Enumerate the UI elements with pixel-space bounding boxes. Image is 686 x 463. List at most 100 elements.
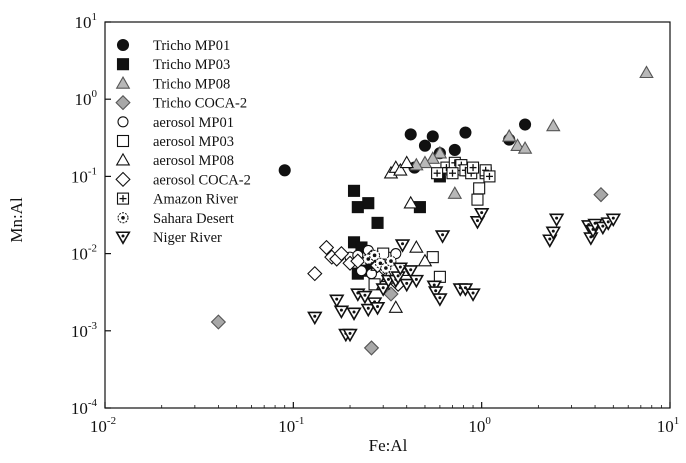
data-point [333, 245, 350, 262]
data-point [350, 253, 366, 269]
x-axis-title: Fe:Al [369, 436, 408, 455]
legend-label: Sahara Desert [153, 211, 234, 227]
data-point [432, 145, 448, 159]
legend-item: Sahara Desert [117, 211, 234, 227]
data-point [417, 253, 433, 267]
data-point [346, 307, 362, 321]
data-point [329, 294, 345, 309]
data-point [369, 302, 386, 316]
data-point [417, 155, 433, 169]
data-point [388, 300, 404, 313]
legend-item: Tricho MP03 [116, 57, 230, 73]
data-point [583, 232, 599, 246]
data-point [351, 201, 364, 214]
legend-label: aerosol MP03 [153, 134, 234, 150]
data-point [363, 340, 380, 356]
data-point [394, 239, 411, 253]
data-point [307, 311, 323, 326]
data-point [434, 230, 451, 244]
data-point [459, 126, 472, 139]
data-point [519, 118, 532, 131]
axis-ticks: 10-2 10-1 100 101 10-4 10-3 10-2 10-1 100 101 [71, 11, 679, 436]
y-tick-label: 10-4 [71, 397, 98, 418]
data-point [392, 262, 409, 276]
legend-item: Tricho COCA-2 [115, 94, 247, 112]
x-tick-label: 10-1 [278, 415, 304, 436]
data-point [393, 162, 408, 176]
x-tick-label: 100 [468, 415, 491, 436]
legend-label: aerosol MP01 [153, 115, 234, 131]
x-tick-label: 101 [657, 415, 680, 436]
data-point [403, 195, 418, 209]
legend-item: aerosol MP03 [116, 134, 234, 150]
data-point [446, 167, 459, 180]
y-axis-title: Mn:Al [7, 197, 26, 243]
data-point [357, 290, 373, 305]
data-point [447, 186, 463, 199]
legend-label: Amazon River [153, 192, 238, 208]
data-point [360, 303, 376, 318]
data-point [546, 118, 561, 132]
data-point [403, 265, 419, 279]
y-tick-label: 10-1 [71, 165, 97, 186]
legend-label: Tricho COCA-2 [153, 96, 247, 112]
data-point [466, 161, 480, 174]
data-point [383, 286, 399, 302]
data-point [517, 141, 533, 154]
legend-marker [116, 58, 130, 71]
x-tick-label: 10-2 [90, 415, 116, 436]
legend-marker [116, 134, 130, 148]
y-tick-label: 101 [75, 11, 98, 32]
legend-item: aerosol COCA-2 [115, 171, 251, 188]
data-point [408, 274, 425, 289]
data-point [307, 265, 323, 282]
data-point [390, 271, 406, 285]
data-point [639, 65, 654, 79]
legend-label: Niger River [153, 230, 222, 246]
data-point [418, 139, 432, 152]
data-point [473, 182, 486, 195]
data-point [390, 248, 402, 260]
legend-item: Tricho MP01 [116, 38, 230, 54]
data-point [501, 128, 517, 142]
data-point [448, 143, 461, 157]
series-amazon-river [431, 156, 496, 183]
legend: Tricho MP01 Tricho MP03 Tricho MP08 Tricho … [115, 38, 251, 246]
data-point [375, 283, 391, 297]
data-point [399, 278, 415, 293]
data-point [473, 208, 490, 222]
legend-marker [115, 94, 131, 111]
data-point [409, 240, 424, 253]
legend-marker [117, 116, 129, 128]
legend-marker [116, 38, 130, 52]
legend-label: aerosol COCA-2 [153, 172, 251, 188]
legend-marker [115, 75, 131, 89]
series-tricho-coca-2 [210, 187, 609, 356]
data-point [431, 167, 444, 180]
data-point [483, 170, 496, 183]
data-point [278, 164, 291, 177]
data-point [404, 128, 417, 141]
legend-label: Tricho MP01 [153, 38, 230, 54]
data-point [427, 286, 444, 300]
data-points [210, 65, 654, 356]
legend-marker [115, 171, 131, 188]
data-point [471, 193, 484, 206]
legend-marker [115, 152, 131, 166]
data-point [432, 293, 448, 307]
series-tricho-mp08 [409, 65, 654, 199]
legend-label: Tricho MP03 [153, 57, 230, 73]
data-point [399, 155, 414, 169]
legend-label: Tricho MP08 [153, 76, 230, 92]
y-tick-label: 100 [75, 88, 98, 109]
data-point [605, 213, 622, 228]
data-point [426, 251, 439, 264]
y-tick-label: 10-3 [71, 320, 98, 341]
y-tick-label: 10-2 [71, 243, 97, 264]
data-point [426, 130, 439, 143]
data-point [593, 187, 609, 203]
legend-item: aerosol MP08 [115, 152, 234, 169]
data-point [465, 288, 481, 302]
series-niger-river [307, 208, 622, 343]
